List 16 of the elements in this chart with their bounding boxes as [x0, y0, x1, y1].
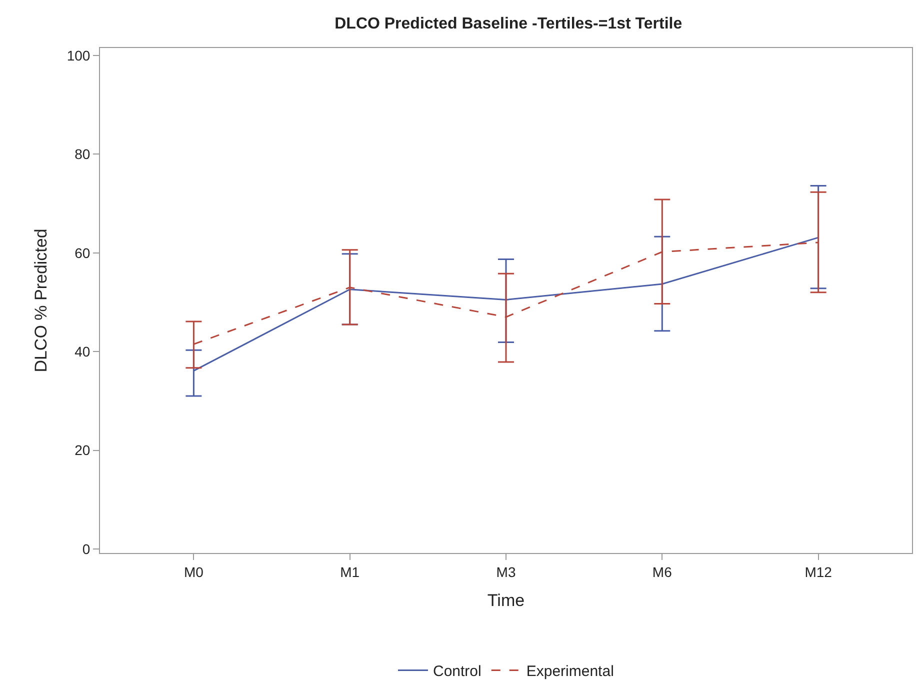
y-axis-title: DLCO % Predicted [31, 228, 50, 372]
x-axis-title: Time [487, 591, 525, 610]
y-tick-label: 0 [82, 540, 90, 557]
y-tick-label: 60 [74, 244, 90, 261]
y-tick-label: 40 [74, 343, 90, 360]
x-tick-label: M0 [184, 564, 204, 580]
x-tick-label: M12 [804, 564, 832, 580]
legend-label: Experimental [526, 663, 614, 680]
y-tick-label: 20 [74, 442, 90, 458]
y-tick-label: 100 [66, 47, 90, 64]
legend-label: Control [433, 663, 482, 680]
y-tick-label: 80 [74, 146, 90, 162]
chart-title: DLCO Predicted Baseline -Tertiles-=1st Tertile [334, 15, 682, 32]
x-tick-label: M6 [652, 564, 672, 580]
x-tick-label: M3 [496, 564, 516, 580]
x-tick-label: M1 [340, 564, 360, 580]
